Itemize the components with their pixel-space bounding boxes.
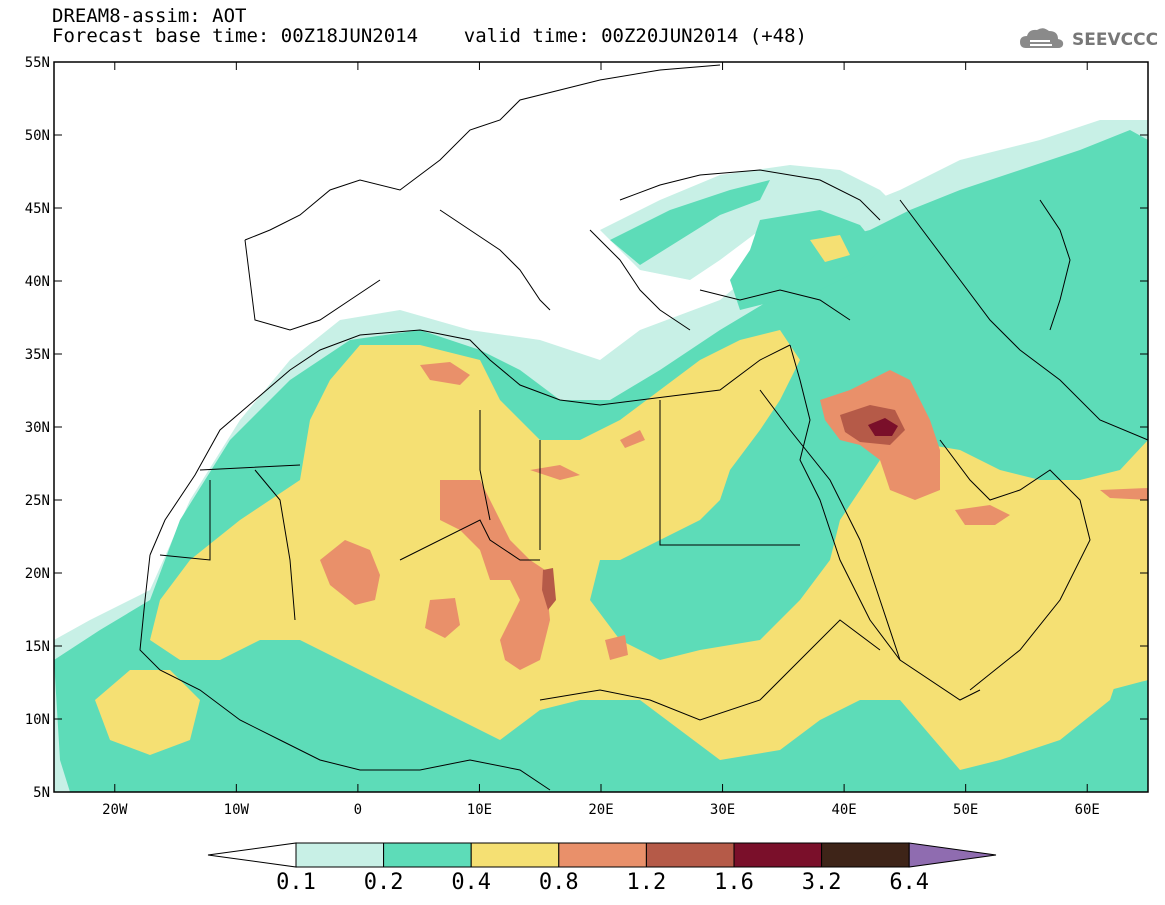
lat-tick-label: 50N (25, 128, 50, 144)
coastlines (139, 64, 1149, 791)
aot-field-extreme-iraq (868, 418, 898, 436)
aot-field-high-niger (425, 598, 460, 638)
coastline-africa-west (139, 554, 551, 791)
aot-field-moderate-west (95, 670, 200, 755)
colorbar-min-arrow (207, 842, 297, 868)
chart-title: DREAM8-assim: AOT (52, 5, 247, 27)
logo-text: SEEVCCC (1072, 30, 1159, 50)
colorbar-label: 0.4 (451, 870, 492, 895)
lat-tick-label: 45N (25, 201, 50, 217)
aot-field-moderate-east (1080, 580, 1148, 690)
colorbar-label: 0.2 (363, 870, 404, 895)
colorbar-label: 1.2 (626, 870, 667, 895)
aot-field-high-mali (320, 540, 380, 605)
coastline-persia (899, 199, 1149, 441)
coastline-italy (439, 209, 551, 311)
aot-field-very-high-chad (542, 568, 556, 610)
lon-tick-label: 60E (1075, 802, 1100, 818)
lon-tick-label: 20W (102, 802, 128, 818)
colorbar-label: 1.6 (714, 870, 754, 895)
lon-tick-label: 50E (953, 802, 978, 818)
lat-tick-label: 40N (25, 274, 50, 290)
cloud-icon (1020, 28, 1064, 48)
lon-tick-label: 0 (354, 802, 362, 818)
lat-tick-label: 35N (25, 347, 50, 363)
colorbar-label: 3.2 (801, 870, 842, 895)
aot-field-high-egypt (620, 430, 645, 448)
aot-field-high-oman (1100, 488, 1148, 500)
colorbar-swatch (383, 842, 472, 868)
lon-tick-label: 10E (467, 802, 492, 818)
colorbar (207, 842, 997, 868)
colorbar-label: 0.1 (276, 870, 316, 895)
coastline-iberia (244, 239, 381, 331)
coastline-caspian (1039, 199, 1071, 331)
longitude-axis: 20W 10W 0 10E 20E 30E 40E 50E 60E (102, 62, 1100, 818)
border-sahara-1 (254, 469, 540, 621)
colorbar-swatch (821, 842, 910, 868)
lon-tick-label: 10W (224, 802, 250, 818)
aot-field-low-turkey (730, 210, 880, 310)
coastline-arabia-east (759, 389, 1091, 691)
colorbar-swatch (295, 842, 385, 868)
lat-tick-label: 25N (25, 493, 50, 509)
aot-field-low-black-sea (610, 180, 770, 265)
coastline-greece (589, 229, 691, 331)
colorbar-max-arrow (908, 842, 997, 868)
latitude-axis: 55N 50N 45N 40N 35N 30N 25N 20N 15N 10N 5N (25, 55, 1148, 801)
lat-tick-label: 15N (25, 639, 50, 655)
aot-field-high-algeria (420, 362, 470, 385)
coastline-turkey (699, 289, 851, 321)
lat-tick-label: 5N (33, 785, 50, 801)
lon-tick-label: 40E (831, 802, 856, 818)
border-sahara-2 (479, 400, 800, 550)
aot-field-high-sudan (605, 635, 628, 660)
coastline-africa-north (149, 329, 791, 556)
lon-tick-label: 20E (588, 802, 613, 818)
lat-tick-label: 10N (25, 712, 50, 728)
colorbar-swatch (470, 842, 560, 868)
lon-tick-label: 30E (710, 802, 735, 818)
colorbar-label: 6.4 (889, 870, 930, 895)
colorbar-swatch (645, 842, 735, 868)
coastline-red-sea (789, 344, 981, 701)
coastline-black-sea (619, 169, 881, 221)
aot-field-moderate-sahara (150, 330, 1148, 770)
aot-field-high-libya (530, 465, 580, 480)
aot-field-high-gulf (955, 505, 1010, 525)
lat-tick-label: 30N (25, 420, 50, 436)
colorbar-label: 0.8 (538, 870, 579, 895)
lat-tick-label: 55N (25, 55, 50, 71)
coastline-europe (244, 64, 721, 241)
colorbar-swatch (558, 842, 647, 868)
aot-field-very-low-black-sea (600, 165, 900, 280)
aot-field-moderate-small (810, 235, 850, 262)
lat-tick-label: 20N (25, 566, 50, 582)
border-sahara-3 (159, 464, 301, 561)
aot-field-high-chad (440, 480, 550, 670)
border-east-africa (539, 619, 881, 721)
colorbar-swatch (733, 842, 823, 868)
forecast-time-line: Forecast base time: 00Z18JUN2014 valid t… (52, 25, 807, 47)
